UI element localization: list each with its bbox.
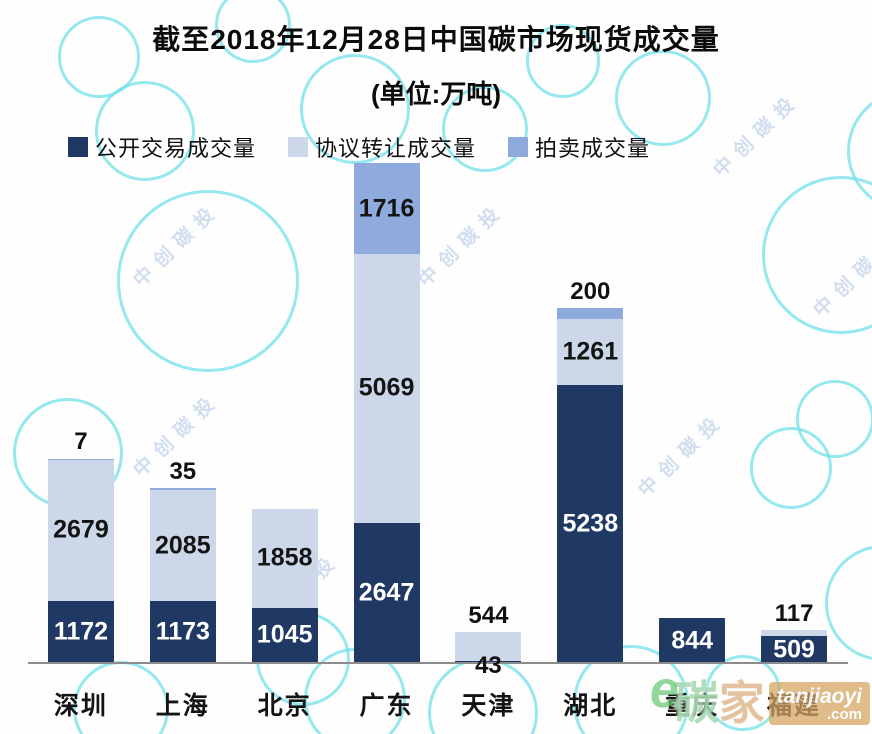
x-axis-label-shanghai: 上海 [155, 692, 210, 720]
legend-swatch-icon [68, 137, 88, 157]
x-axis-label-beijing: 北京 [257, 692, 312, 720]
above-bar-value-label: 544 [468, 601, 509, 629]
tanjiaoyi-watermark-logo: e 碳 家 tanjiaoyi .com [650, 664, 870, 729]
decor-bubble-icon [526, 24, 600, 98]
chart-subtitle: (单位:万吨) [371, 79, 501, 109]
bar-stack-beijing: 1045 1858 [251, 509, 318, 663]
bar-segment-public: 1172 [47, 600, 114, 663]
decor-bubble-icon [750, 427, 832, 509]
bar-tianjin: 43 544 [438, 103, 540, 678]
bar-segment-public: 5238 [557, 385, 624, 663]
decor-bubble-icon [573, 645, 689, 734]
legend-label: 公开交易成交量 [95, 136, 257, 161]
bar-beijing: 1045 1858 [234, 103, 336, 663]
decor-bubble-icon [117, 190, 299, 372]
segment-value-label: 844 [671, 626, 714, 655]
x-axis-label-guangdong: 广东 [359, 692, 414, 720]
decor-bubble-icon [300, 54, 410, 164]
bar-stack-tianjin [455, 631, 522, 663]
legend-item-auction: 拍卖成交量 [508, 131, 650, 163]
bar-segment-agreement: 2679 [47, 458, 114, 601]
bar-stack-shenzhen: 1172 2679 [47, 458, 114, 663]
bar-segment-agreement: 1858 [251, 509, 318, 608]
logo-tld-text: .com [826, 705, 862, 723]
logo-domain-text: tanjiaoyi [776, 684, 862, 708]
above-bar-value-label: 7 [74, 428, 88, 456]
bar-stack-shanghai: 1173 2085 [149, 488, 216, 663]
bar-stack-guangdong: 2647 5069 1716 [353, 163, 420, 663]
bar-segment-public: 844 [659, 618, 726, 663]
chart-legend: 公开交易成交量 协议转让成交量 拍卖成交量 [68, 131, 650, 163]
segment-value-label: 1172 [53, 617, 109, 646]
bar-chongqing: 844 [641, 103, 743, 663]
bar-segment-auction: 1716 [353, 163, 420, 254]
bar-stack-fujian: 509 [761, 629, 828, 663]
bar-shenzhen: 1172 2679 7 [30, 103, 132, 663]
legend-swatch-icon [288, 137, 309, 157]
chart-title: 截至2018年12月28日中国碳市场现货成交量 [152, 24, 720, 55]
above-bar-value-label: 35 [169, 458, 197, 486]
decor-bubble-icon [95, 81, 195, 181]
decor-bubble-icon [58, 16, 140, 98]
decor-bubble-icon [615, 50, 711, 146]
bar-shanghai: 1173 2085 35 [132, 103, 234, 663]
tanjiaoyi-e-icon: e [649, 661, 679, 720]
bar-segment-agreement: 1261 [557, 318, 624, 386]
segment-value-label: 1858 [256, 543, 313, 572]
logo-brand-char1: 碳 [672, 677, 719, 729]
bar-segment-public: 2647 [353, 522, 420, 663]
segment-value-label: 509 [773, 635, 815, 664]
bar-segment-agreement [455, 631, 522, 661]
bar-segment-agreement: 2085 [149, 490, 216, 601]
bar-hubei: 5238 1261 200 [539, 103, 641, 663]
bar-guangdong: 2647 5069 1716 [336, 103, 438, 663]
above-bar-value-label: 200 [570, 277, 611, 305]
decor-bubble-icon [442, 86, 528, 172]
legend-item-public: 公开交易成交量 [68, 131, 256, 163]
legend-label: 协议转让成交量 [315, 136, 477, 161]
x-axis-label-hubei: 湖北 [563, 692, 618, 720]
segment-value-label: 2085 [155, 531, 211, 560]
x-axis-label-tianjin: 天津 [461, 692, 516, 720]
legend-swatch-icon [508, 137, 529, 157]
x-axis-line [28, 662, 848, 664]
bar-fujian: 509 117 [743, 103, 845, 663]
x-axis-label-shenzhen: 深圳 [53, 692, 108, 720]
decor-bubble-icon [215, 0, 291, 63]
bar-segment-auction [557, 307, 624, 319]
bar-segment-public [455, 660, 522, 663]
segment-value-label: 2647 [358, 578, 415, 607]
legend-item-agreement: 协议转让成交量 [288, 131, 476, 163]
axis-overlap-value-label: 43 [475, 652, 502, 679]
bar-stack-hubei: 5238 1261 [557, 307, 624, 663]
bar-segment-public: 509 [761, 636, 828, 663]
segment-value-label: 1045 [256, 620, 313, 649]
bar-segment-agreement [761, 629, 828, 637]
logo-brand-char2: 家 [718, 677, 765, 729]
segment-value-label: 1173 [155, 617, 210, 646]
bar-segment-public: 1173 [149, 600, 216, 663]
above-bar-value-label: 117 [774, 599, 814, 627]
bar-segment-public: 1045 [251, 607, 318, 663]
segment-value-label: 1261 [562, 337, 619, 366]
segment-value-label: 1716 [358, 194, 415, 222]
bar-stack-chongqing: 844 [659, 618, 726, 663]
segment-value-label: 5069 [358, 373, 415, 402]
legend-label: 拍卖成交量 [535, 136, 651, 161]
bar-segment-auction [149, 488, 216, 491]
segment-value-label: 2679 [53, 515, 109, 544]
logo-domain-box: tanjiaoyi .com [768, 681, 870, 725]
segment-value-label: 5238 [562, 509, 619, 538]
x-axis-label-chongqing: 重庆 [665, 692, 720, 720]
plot-area: 1172 2679 7 1173 2085 35 1045 1858 2647 5069 1716 4… [30, 103, 845, 678]
bar-segment-agreement: 5069 [353, 253, 420, 523]
